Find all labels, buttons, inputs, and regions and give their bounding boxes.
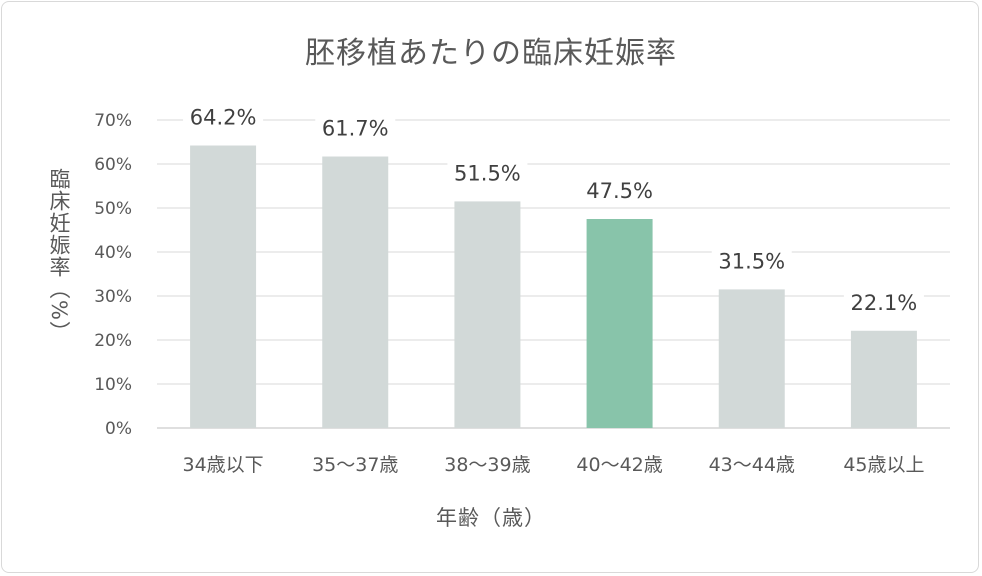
x-tick-label: 34歳以下 [182, 454, 263, 476]
y-tick-label: 70% [94, 111, 132, 131]
bar [454, 201, 521, 428]
y-tick-label: 40% [94, 243, 132, 263]
bar [322, 156, 389, 428]
bar [586, 219, 653, 428]
x-tick-label: 45歳以上 [843, 454, 924, 476]
x-tick-label: 35〜37歳 [312, 454, 398, 476]
data-label-background [843, 286, 924, 315]
data-label: 64.2% [190, 106, 257, 130]
data-label-background [183, 101, 264, 130]
x-tick-label: 40〜42歳 [576, 454, 662, 476]
data-label: 51.5% [454, 161, 521, 185]
chart-title: 胚移植あたりの臨床妊娠率 [305, 36, 677, 71]
x-tick-label: 38〜39歳 [444, 454, 530, 476]
y-axis-label: 臨床妊娠率（%） [47, 168, 71, 343]
data-label: 47.5% [586, 179, 653, 203]
data-label-background [579, 175, 660, 203]
x-tick-label: 43〜44歳 [709, 454, 795, 476]
y-tick-label: 30% [94, 287, 132, 307]
data-label: 61.7% [322, 117, 389, 141]
data-label: 31.5% [718, 249, 785, 273]
data-label-background [711, 245, 792, 274]
bar [850, 330, 917, 428]
y-tick-label: 50% [94, 199, 132, 219]
bar [190, 145, 257, 428]
y-tick-label: 10% [94, 375, 132, 395]
y-tick-label: 0% [105, 419, 132, 439]
bar [718, 289, 785, 428]
data-label-background [315, 112, 396, 141]
y-tick-label: 20% [94, 331, 132, 351]
x-axis-label: 年齢（歳） [436, 506, 546, 530]
data-label: 22.1% [851, 291, 918, 315]
data-label-background [447, 157, 528, 186]
y-tick-label: 60% [94, 155, 132, 175]
